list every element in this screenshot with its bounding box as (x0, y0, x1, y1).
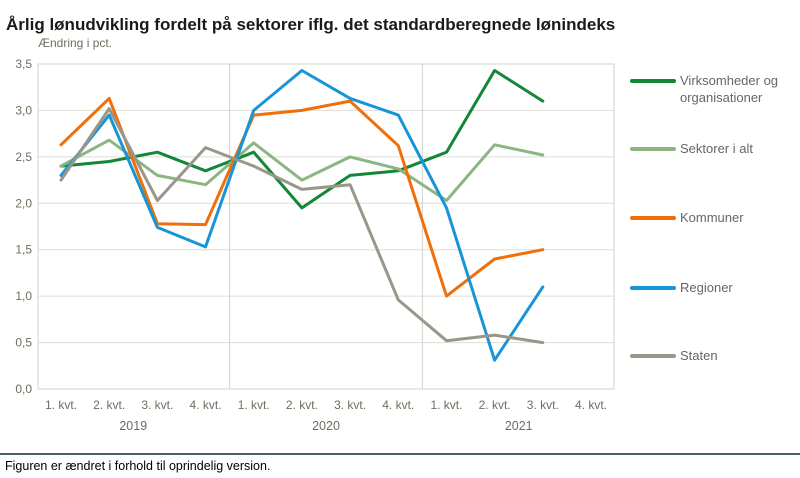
legend-label: Kommuner (680, 210, 744, 225)
y-tick-label: 3,0 (15, 103, 32, 117)
legend-item-staten: Staten (630, 347, 718, 364)
x-tick-label: 4. kvt. (575, 398, 607, 412)
x-tick-label: 1. kvt. (45, 398, 77, 412)
plot-border (37, 63, 615, 390)
legend-item-virksomheder-og-organisationer: Virksomheder og organisationer (630, 72, 800, 106)
y-tick-label: 1,0 (15, 289, 32, 303)
x-tick-label: 3. kvt. (334, 398, 366, 412)
y-tick-label: 3,5 (15, 57, 32, 71)
x-tick-label: 3. kvt. (141, 398, 173, 412)
footer-note: Figuren er ændret i forhold til oprindel… (5, 459, 271, 473)
year-label: 2020 (312, 419, 340, 433)
y-axis-unit-label: Ændring i pct. (38, 36, 113, 50)
x-tick-label: 3. kvt. (527, 398, 559, 412)
line-regioner (59, 69, 545, 362)
line-staten (59, 107, 545, 345)
legend-line-swatch (630, 79, 676, 83)
y-tick-label: 2,5 (15, 150, 32, 164)
chart-legend: Virksomheder og organisationer Sektorer i… (630, 0, 800, 440)
legend-line-swatch (630, 147, 676, 151)
legend-item-regioner: Regioner (630, 279, 733, 296)
legend-item-sektorer-i-alt: Sektorer i alt (630, 140, 753, 157)
legend-item-kommuner: Kommuner (630, 209, 744, 226)
y-tick-label: 1,5 (15, 243, 32, 257)
legend-line-swatch (630, 216, 676, 220)
line-kommuner (59, 96, 545, 298)
x-tick-label: 2. kvt. (479, 398, 511, 412)
y-tick-label: 0,0 (15, 382, 32, 396)
y-tick-label: 0,5 (15, 336, 32, 350)
x-tick-label: 1. kvt. (238, 398, 270, 412)
line-sektorer-i-alt (59, 138, 545, 202)
chart-title: Årlig lønudvikling fordelt på sektorer i… (6, 15, 616, 35)
x-tick-label: 2. kvt. (286, 398, 318, 412)
x-tick-label: 4. kvt. (190, 398, 222, 412)
y-tick-label: 2,0 (15, 196, 32, 210)
year-label: 2019 (119, 419, 147, 433)
footer-divider (0, 453, 800, 455)
year-label: 2021 (505, 419, 533, 433)
line-virksomheder-og-organisationer (59, 69, 545, 210)
legend-label: Sektorer i alt (680, 141, 753, 156)
x-tick-label: 1. kvt. (430, 398, 462, 412)
legend-label: Virksomheder og organisationer (680, 73, 779, 105)
wage-line-chart: 3,5 3,0 2,5 2,0 1,5 1,0 0,5 0,0 1. kvt. 2. kvt. 3.… (15, 57, 615, 433)
x-tick-label: 4. kvt. (382, 398, 414, 412)
legend-label: Staten (680, 348, 718, 363)
legend-line-swatch (630, 286, 676, 290)
legend-label: Regioner (680, 280, 733, 295)
x-tick-label: 2. kvt. (93, 398, 125, 412)
legend-line-swatch (630, 354, 676, 358)
